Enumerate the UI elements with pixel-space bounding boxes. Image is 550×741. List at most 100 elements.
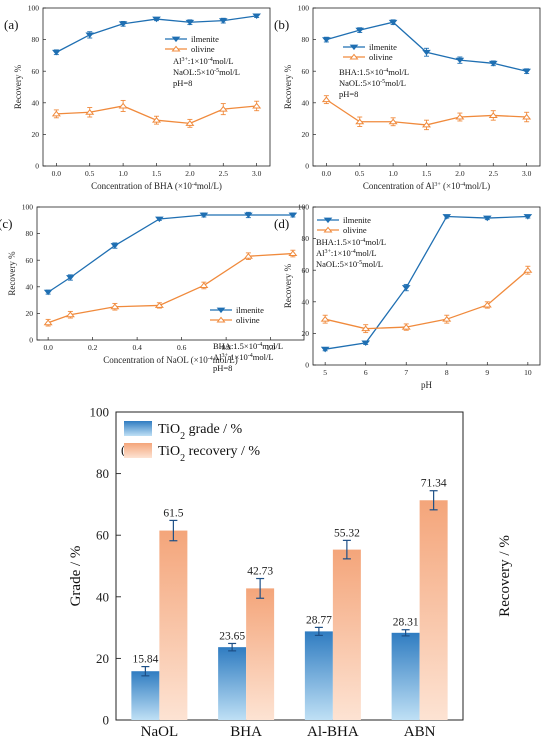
condition-note: NaOL:5×10-5mol/L [339,78,406,88]
x-tick-label: 9 [485,368,489,377]
x-category-label: NaOL [141,724,179,740]
data-point-olivine [401,323,411,330]
series-line-ilmenite [47,214,293,293]
y-tick-label: 100 [90,405,110,420]
legend-label-olivine: olivine [191,44,215,54]
y-tick-label: 80 [302,234,310,243]
x-axis-label: pH [421,380,433,390]
legend-marker-olivine [216,316,226,323]
bar-recovery [159,530,188,720]
data-point-olivine [388,118,398,125]
data-point-olivine [455,113,465,120]
y-tick-label: 40 [96,589,109,604]
data-point-ilmenite [320,346,330,353]
plot-frame [312,206,541,366]
bar-grade [131,671,160,720]
y-tick-label: 60 [96,528,109,543]
y-tick-label: 100 [28,4,40,13]
x-axis-label: Concentration of Al3+ (×10-4mol/L) [363,181,490,191]
y-tick-label: 40 [26,282,34,291]
x-tick-label: 5 [323,368,327,377]
x-category-label: Al-BHA [307,724,359,740]
legend-label-ilmenite: ilmenite [369,42,397,52]
panel-label: (b) [274,17,289,32]
x-category-label: BHA [230,724,262,740]
condition-note: pH=8 [339,89,358,99]
bar-recovery [419,500,448,720]
y-tick-label: 80 [302,35,310,44]
x-tick-label: 0.0 [43,343,53,352]
x-tick-label: 3.0 [252,169,262,178]
data-point-ilmenite [152,16,161,23]
x-axis-label: Concentration of NaOL (×10-4mol/L) [103,355,237,365]
y-axis-label: Recovery % [7,251,17,296]
x-tick-label: 2.5 [489,169,499,178]
data-point-olivine [43,319,53,326]
condition-note: BHA:1.5×10-4mol/L [213,341,283,351]
legend-marker-ilmenite [323,217,333,224]
panel-label: (a) [4,17,18,32]
y-tick-label: 40 [302,297,310,306]
y-tick-label: 60 [302,67,310,76]
data-point-olivine [522,113,532,120]
data-point-olivine [154,302,164,308]
data-point-olivine [523,266,533,273]
data-point-olivine [243,252,253,259]
data-point-ilmenite [43,289,53,296]
x-tick-label: 1.0 [266,343,276,352]
data-point-ilmenite [118,21,128,27]
y-tick-label: 100 [298,4,310,13]
legend-label-olivine: olivine [369,52,393,62]
panel-a: 0.0 0.5 1.0 1.5 2.0 2.5 3.0 0 20 40 60 80 100 Recover… [4,4,271,191]
x-tick-label: 0.4 [132,343,142,352]
condition-note: Al3+:1×10-4mol/L [213,352,274,362]
y-tick-label: 0 [305,162,309,171]
condition-note: NaOL:5×10-5mol/L [173,67,240,77]
y-tick-label: 100 [22,203,34,212]
plot-frame [36,206,305,341]
bar-recovery [246,588,275,720]
y-axis-label: Recovery % [283,64,293,109]
x-tick-label: 1.0 [118,169,128,178]
bar-value-label: 71.34 [421,478,447,490]
bar-grade [304,631,333,720]
data-point-olivine [252,102,262,109]
x-axis-label: Concentration of BHA (×10-4mol/L) [91,181,222,191]
x-tick-label: 0.8 [221,343,231,352]
x-tick-label: 7 [404,368,408,377]
x-tick-label: 2.5 [219,169,229,178]
y-tick-label: 60 [302,266,310,275]
data-point-olivine [51,110,61,117]
y-tick-label: 20 [302,329,310,338]
data-point-ilmenite [85,32,95,39]
plot-frame [115,411,464,721]
panels-layer: 0.0 0.5 1.0 1.5 2.0 2.5 3.0020406080100Recover… [0,4,541,740]
bar-value-label: 42.73 [247,566,273,578]
bar-grade [218,647,247,720]
data-point-olivine [488,112,498,118]
bar-value-label: 55.32 [334,527,360,539]
y-tick-label: 100 [298,203,310,212]
x-tick-label: 0.0 [322,169,332,178]
x-tick-label: 1.5 [422,169,432,178]
bar-recovery [332,549,361,720]
data-point-ilmenite [388,19,398,26]
bar-value-label: 15.84 [132,654,158,666]
y-axis-label-right: Recovery / % [497,535,513,617]
data-point-ilmenite [288,212,298,219]
data-point-olivine [361,325,371,332]
legend-label-olivine: olivine [236,315,260,325]
data-point-ilmenite [422,49,431,56]
condition-note: Al3+:1×10-4mol/L [316,248,377,258]
data-point-ilmenite [185,19,195,26]
legend-marker-olivine [171,45,181,52]
y-tick-label: 0 [103,713,110,728]
bar-value-label: 61.5 [163,507,183,519]
condition-note: pH=8 [173,78,192,88]
x-category-label: ABN [404,724,436,740]
y-tick-label: 40 [302,98,310,107]
x-tick-label: 0.0 [52,169,62,178]
y-tick-label: 60 [26,256,34,265]
